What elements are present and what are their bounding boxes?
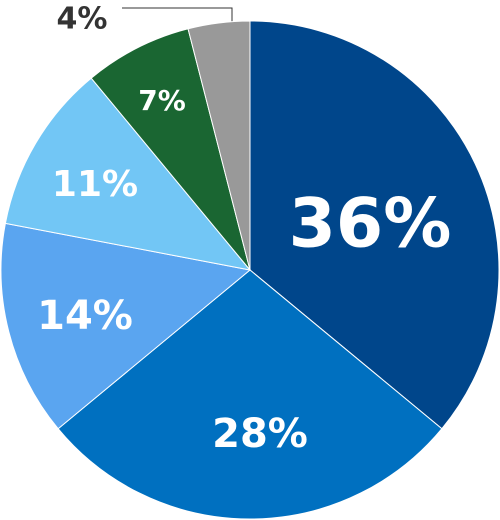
data-label: 14% — [37, 293, 133, 339]
data-label: 11% — [52, 164, 138, 205]
pie-slice — [90, 28, 251, 271]
pie-slice — [57, 269, 443, 520]
pie-slice — [249, 20, 500, 430]
data-label: 36% — [289, 185, 452, 264]
pie-slice — [187, 20, 251, 271]
data-label: 28% — [212, 411, 308, 457]
pie-slice — [4, 77, 252, 271]
pie-slice — [0, 222, 252, 430]
data-label: 7% — [138, 84, 186, 117]
data-label: 4% — [57, 2, 108, 37]
